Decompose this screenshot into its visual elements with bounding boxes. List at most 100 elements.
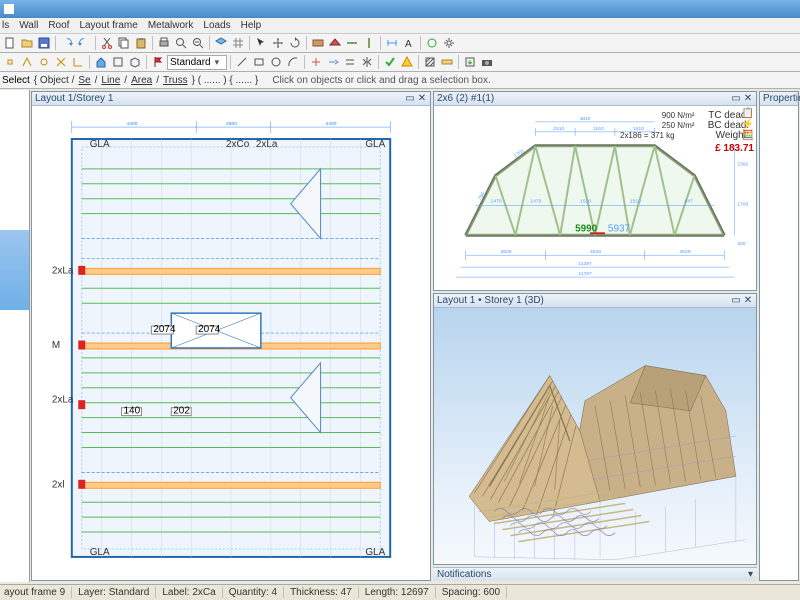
close-icon[interactable]: ✕ xyxy=(743,296,753,306)
beam-icon[interactable] xyxy=(344,35,360,51)
rotate-icon[interactable] xyxy=(287,35,303,51)
zoom-out-icon[interactable] xyxy=(190,35,206,51)
view3d-title: Layout 1 • Storey 1 (3D) xyxy=(437,295,544,306)
dim-icon[interactable] xyxy=(384,35,400,51)
bolt-icon[interactable]: ⚡ xyxy=(742,119,754,130)
svg-text:GLA: GLA xyxy=(90,547,110,558)
warning-icon[interactable] xyxy=(399,54,415,70)
svg-text:1510: 1510 xyxy=(553,126,564,132)
notifications-bar[interactable]: Notifications ▾ xyxy=(433,567,757,581)
svg-text:2600: 2600 xyxy=(226,121,237,127)
text-icon[interactable]: A xyxy=(401,35,417,51)
mirror-icon[interactable] xyxy=(359,54,375,70)
export-icon[interactable] xyxy=(462,54,478,70)
refresh-icon[interactable] xyxy=(424,35,440,51)
status-label: Label: 2xCa xyxy=(162,587,222,598)
hatch-icon[interactable] xyxy=(422,54,438,70)
rect-icon[interactable] xyxy=(251,54,267,70)
menu-item[interactable]: Wall xyxy=(19,20,38,31)
svg-text:1510: 1510 xyxy=(630,198,641,204)
offset-icon[interactable] xyxy=(342,54,358,70)
measure-icon[interactable] xyxy=(439,54,455,70)
extend-icon[interactable] xyxy=(325,54,341,70)
print-icon[interactable] xyxy=(156,35,172,51)
svg-text:4400: 4400 xyxy=(326,121,337,127)
svg-text:5990: 5990 xyxy=(575,223,598,234)
svg-text:GLA: GLA xyxy=(90,139,110,150)
status-spacing: Spacing: 600 xyxy=(442,587,507,598)
close-icon[interactable]: ✕ xyxy=(743,94,753,104)
prop-icon[interactable]: 📋 xyxy=(742,108,754,119)
circle-icon[interactable] xyxy=(268,54,284,70)
new-icon[interactable] xyxy=(2,35,18,51)
close-icon[interactable]: ✕ xyxy=(417,94,427,104)
view3d-viewport[interactable] xyxy=(434,308,756,564)
copy-icon[interactable] xyxy=(116,35,132,51)
svg-text:1510: 1510 xyxy=(593,126,604,132)
plan-icon[interactable] xyxy=(110,54,126,70)
arc-icon[interactable] xyxy=(285,54,301,70)
sel-area[interactable]: Area xyxy=(131,75,152,86)
flag-icon[interactable] xyxy=(150,54,166,70)
check-icon[interactable] xyxy=(382,54,398,70)
menu-item[interactable]: ls xyxy=(2,20,9,31)
svg-text:2xl: 2xl xyxy=(52,479,65,490)
snap-center-icon[interactable] xyxy=(36,54,52,70)
sel-se[interactable]: Se xyxy=(78,75,90,86)
svg-text:4810: 4810 xyxy=(580,116,591,122)
select-icon[interactable] xyxy=(253,35,269,51)
cut-icon[interactable] xyxy=(99,35,115,51)
save-icon[interactable] xyxy=(36,35,52,51)
wall-icon[interactable] xyxy=(310,35,326,51)
maximize-icon[interactable]: ▭ xyxy=(405,94,415,104)
move-icon[interactable] xyxy=(270,35,286,51)
hint-text: Click on objects or click and drag a sel… xyxy=(272,75,490,86)
svg-text:2xLa: 2xLa xyxy=(256,139,278,150)
notif-pin-icon[interactable]: ▾ xyxy=(748,569,753,580)
undo-icon[interactable] xyxy=(59,35,75,51)
svg-text:250 N/m²: 250 N/m² xyxy=(662,121,695,130)
menu-item[interactable]: Loads xyxy=(203,20,230,31)
roof-icon[interactable] xyxy=(327,35,343,51)
truss-title: 2x6 (2) #1(1) xyxy=(437,93,494,104)
layers-icon[interactable] xyxy=(213,35,229,51)
home-icon[interactable] xyxy=(93,54,109,70)
maximize-icon[interactable]: ▭ xyxy=(731,94,741,104)
grid-icon[interactable] xyxy=(230,35,246,51)
trim-icon[interactable] xyxy=(308,54,324,70)
svg-text:1700: 1700 xyxy=(737,201,748,207)
paste-icon[interactable] xyxy=(133,35,149,51)
sel-line[interactable]: Line xyxy=(101,75,120,86)
settings-icon[interactable] xyxy=(441,35,457,51)
svg-text:GLA: GLA xyxy=(365,547,385,558)
std-combo[interactable]: Standard xyxy=(167,55,227,70)
toolbar-1: A xyxy=(0,34,800,53)
calc-icon[interactable]: 🧮 xyxy=(742,130,754,141)
workspace: Layout 1/Storey 1 ▭ ✕ 4400 2600 4400 xyxy=(0,90,800,582)
menu-item[interactable]: Metalwork xyxy=(148,20,194,31)
plan-viewport[interactable]: 4400 2600 4400 xyxy=(32,106,430,580)
snap-mid-icon[interactable] xyxy=(19,54,35,70)
status-bar: ayout frame 9 Layer: Standard Label: 2xC… xyxy=(0,584,800,600)
sel-obj[interactable]: { Object / xyxy=(34,75,75,86)
open-icon[interactable] xyxy=(19,35,35,51)
snap-perp-icon[interactable] xyxy=(70,54,86,70)
3d-icon[interactable] xyxy=(127,54,143,70)
svg-text:3629: 3629 xyxy=(680,249,691,255)
zoom-in-icon[interactable] xyxy=(173,35,189,51)
right-column: 2x6 (2) #1(1) ▭ ✕ 4810 1510 1510 1510 xyxy=(433,91,757,581)
dock-tab[interactable] xyxy=(0,230,29,310)
menu-item[interactable]: Layout frame xyxy=(79,20,137,31)
column-icon[interactable] xyxy=(361,35,377,51)
camera-icon[interactable] xyxy=(479,54,495,70)
line-icon[interactable] xyxy=(234,54,250,70)
menu-item[interactable]: Roof xyxy=(48,20,69,31)
truss-viewport[interactable]: 4810 1510 1510 1510 xyxy=(434,106,756,290)
menu-item[interactable]: Help xyxy=(241,20,262,31)
maximize-icon[interactable]: ▭ xyxy=(731,296,741,306)
sel-truss[interactable]: Truss xyxy=(163,75,188,86)
snap-int-icon[interactable] xyxy=(53,54,69,70)
redo-icon[interactable] xyxy=(76,35,92,51)
snap-end-icon[interactable] xyxy=(2,54,18,70)
svg-text:A: A xyxy=(405,39,412,49)
